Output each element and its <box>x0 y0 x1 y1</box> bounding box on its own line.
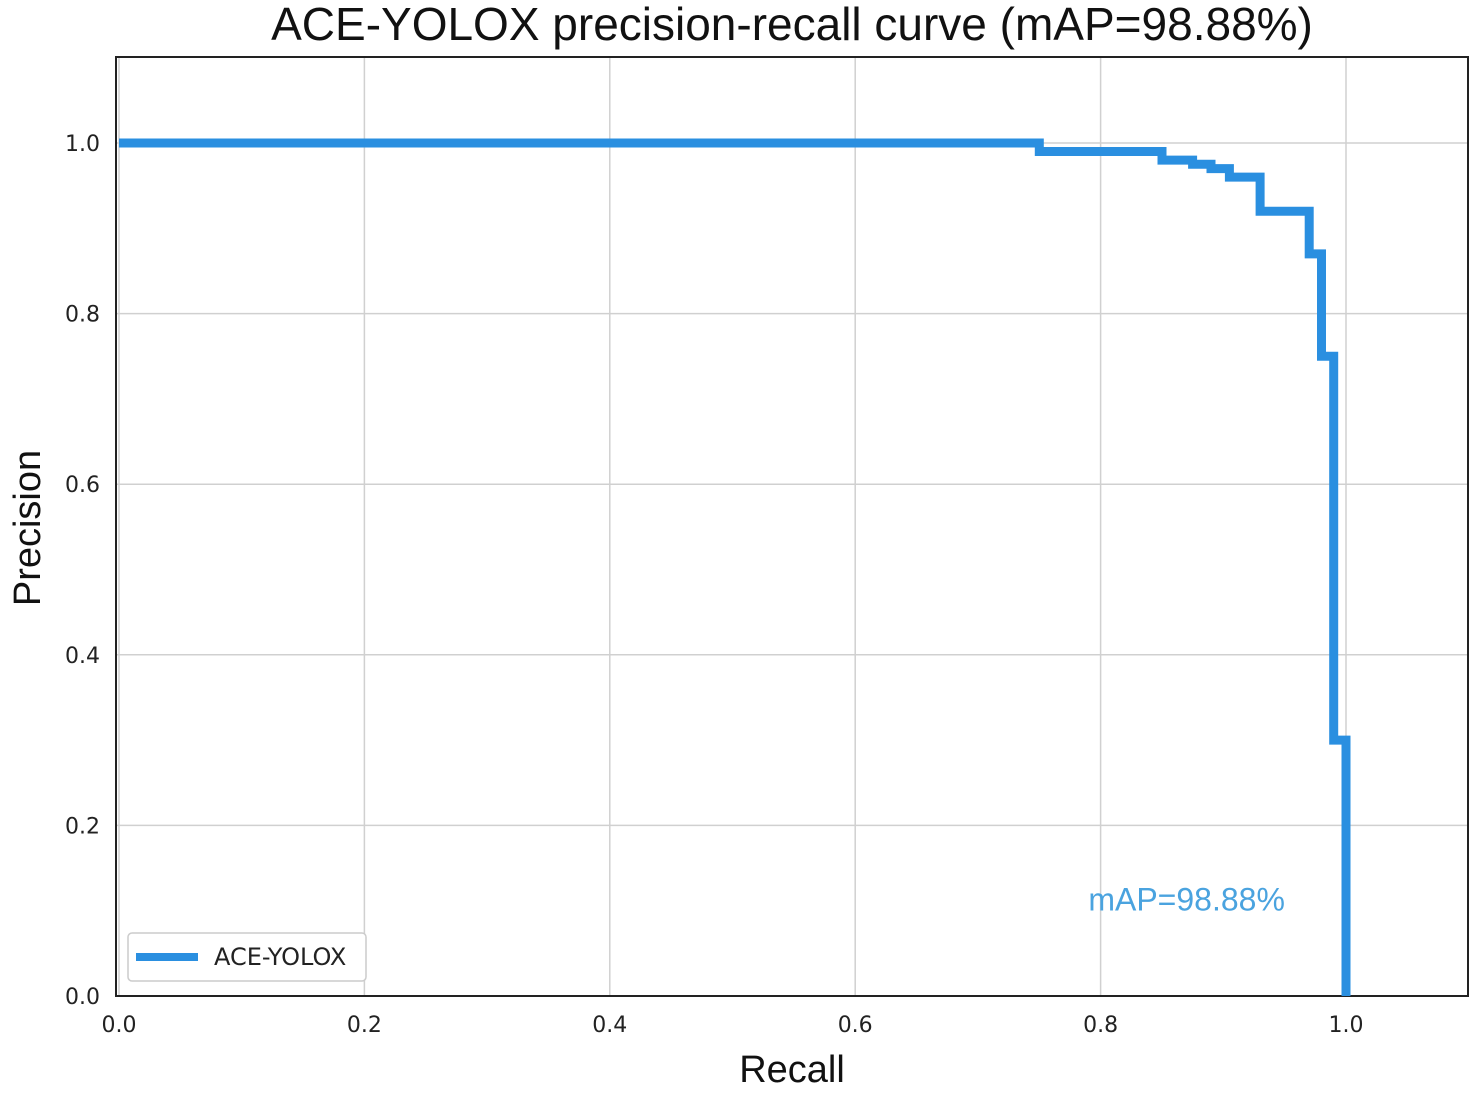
y-tick-label: 0.0 <box>65 985 100 1010</box>
x-tick-label: 1.0 <box>1329 1013 1364 1038</box>
series-line-ace-yolox <box>119 138 1351 996</box>
y-tick-label: 0.8 <box>65 303 100 328</box>
x-tick-label: 0.2 <box>347 1013 382 1038</box>
legend-box <box>127 932 367 982</box>
legend: ACE-YOLOX <box>127 932 367 982</box>
chart-title: ACE-YOLOX precision-recall curve (mAP=98… <box>271 0 1313 50</box>
x-axis-label: Recall <box>739 1049 845 1091</box>
y-tick-label: 0.4 <box>65 644 100 669</box>
y-tick-label: 0.2 <box>65 814 100 839</box>
grid-lines <box>116 57 1468 997</box>
plot-frame <box>115 56 1469 997</box>
x-tick-label: 0.4 <box>592 1013 627 1038</box>
map-annotation: mAP=98.88% <box>1088 882 1285 918</box>
series-layer <box>119 138 1351 996</box>
tick-labels: 0.0 0.2 0.4 0.6 0.8 1.0 0.0 0.2 0.4 0.6 0.8 1.0 <box>65 132 1364 1038</box>
x-tick-label: 0.0 <box>102 1013 137 1038</box>
x-tick-label: 0.8 <box>1083 1013 1118 1038</box>
x-tick-label: 0.6 <box>838 1013 873 1038</box>
y-axis-label: Precision <box>7 450 49 606</box>
y-tick-label: 1.0 <box>65 132 100 157</box>
legend-label: ACE-YOLOX <box>214 943 346 971</box>
y-tick-label: 0.6 <box>65 473 100 498</box>
